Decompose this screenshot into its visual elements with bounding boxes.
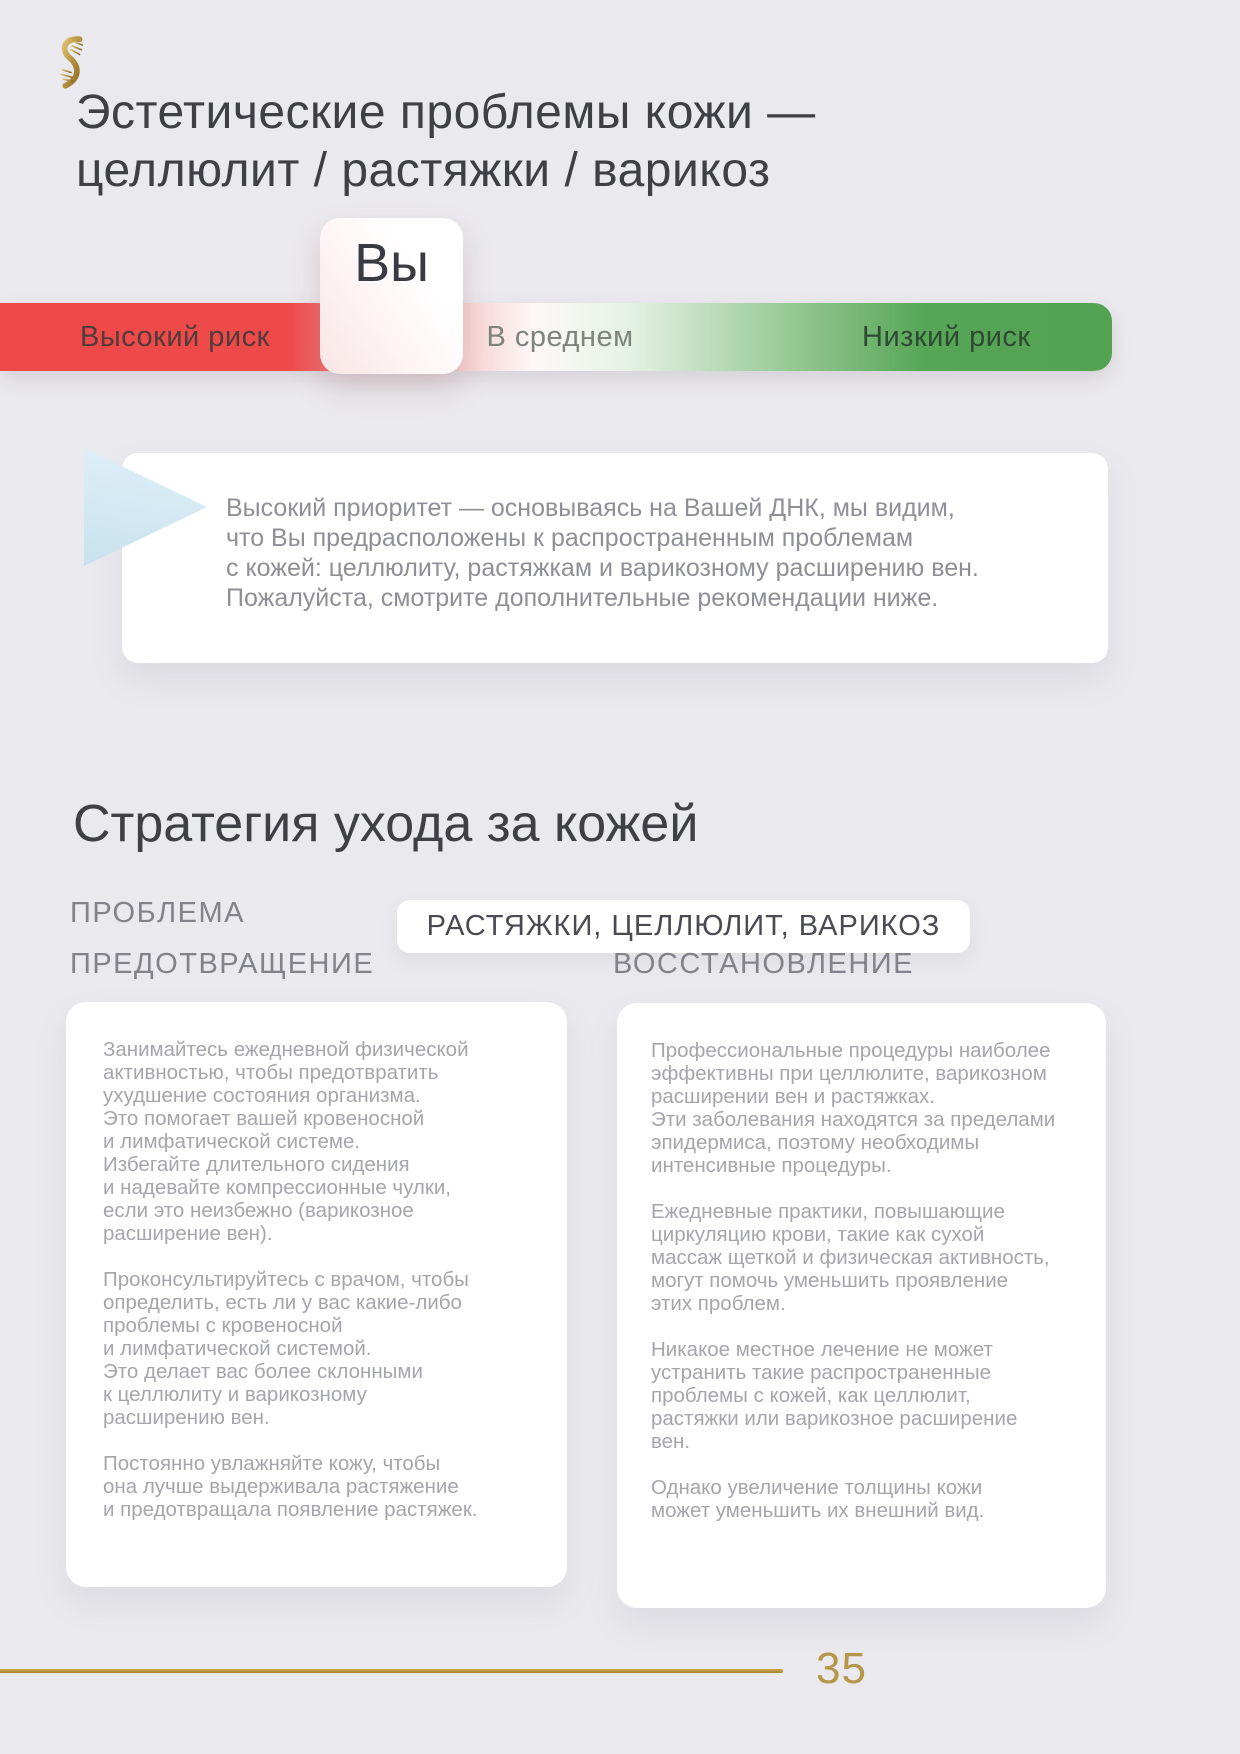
column-header-recovery: ВОССТАНОВЛЕНИЕ [613, 948, 914, 980]
page-title-line2: целлюлит / растяжки / варикоз [76, 144, 771, 197]
risk-label-average: В среднем [486, 321, 634, 353]
prevention-card: Занимайтесь ежедневной физической активн… [66, 1002, 567, 1587]
problem-value-badge: РАСТЯЖКИ, ЦЕЛЛЮЛИТ, ВАРИКОЗ [397, 900, 970, 953]
prevention-paragraph: Занимайтесь ежедневной физической активн… [103, 1038, 469, 1245]
page-title-line1: Эстетические проблемы кожи — [76, 86, 816, 139]
problem-label: ПРОБЛЕМА [70, 897, 246, 929]
footer-gold-rule [0, 1669, 783, 1673]
priority-callout-text: Высокий приоритет — основываясь на Вашей… [226, 494, 979, 612]
recovery-paragraph: Профессиональные процедуры наиболее эффе… [651, 1039, 1056, 1177]
prevention-paragraph: Постоянно увлажняйте кожу, чтобы она луч… [103, 1452, 478, 1521]
you-marker-label: Вы [354, 233, 429, 293]
column-header-prevention: ПРЕДОТВРАЩЕНИЕ [70, 948, 375, 980]
page-title: Эстетические проблемы кожи — целлюлит / … [76, 84, 816, 200]
recovery-paragraph: Однако увеличение толщины кожи может уме… [651, 1476, 985, 1522]
you-position-marker: Вы [320, 218, 463, 374]
risk-label-high: Высокий риск [80, 321, 270, 353]
recovery-paragraph: Никакое местное лечение не может устрани… [651, 1338, 1018, 1453]
recovery-card: Профессиональные процедуры наиболее эффе… [617, 1003, 1106, 1608]
risk-gradient-bar: Высокий риск В среднем Низкий риск [0, 303, 1112, 371]
prevention-paragraph: Проконсультируйтесь с врачом, чтобы опре… [103, 1268, 469, 1429]
recovery-paragraph: Ежедневные практики, повышающие циркуляц… [651, 1200, 1050, 1315]
page-number: 35 [816, 1644, 867, 1693]
section-title: Стратегия ухода за кожей [73, 795, 699, 853]
dna-logo-icon [60, 36, 84, 89]
risk-label-low: Низкий риск [862, 321, 1031, 353]
priority-callout-card [122, 453, 1108, 663]
